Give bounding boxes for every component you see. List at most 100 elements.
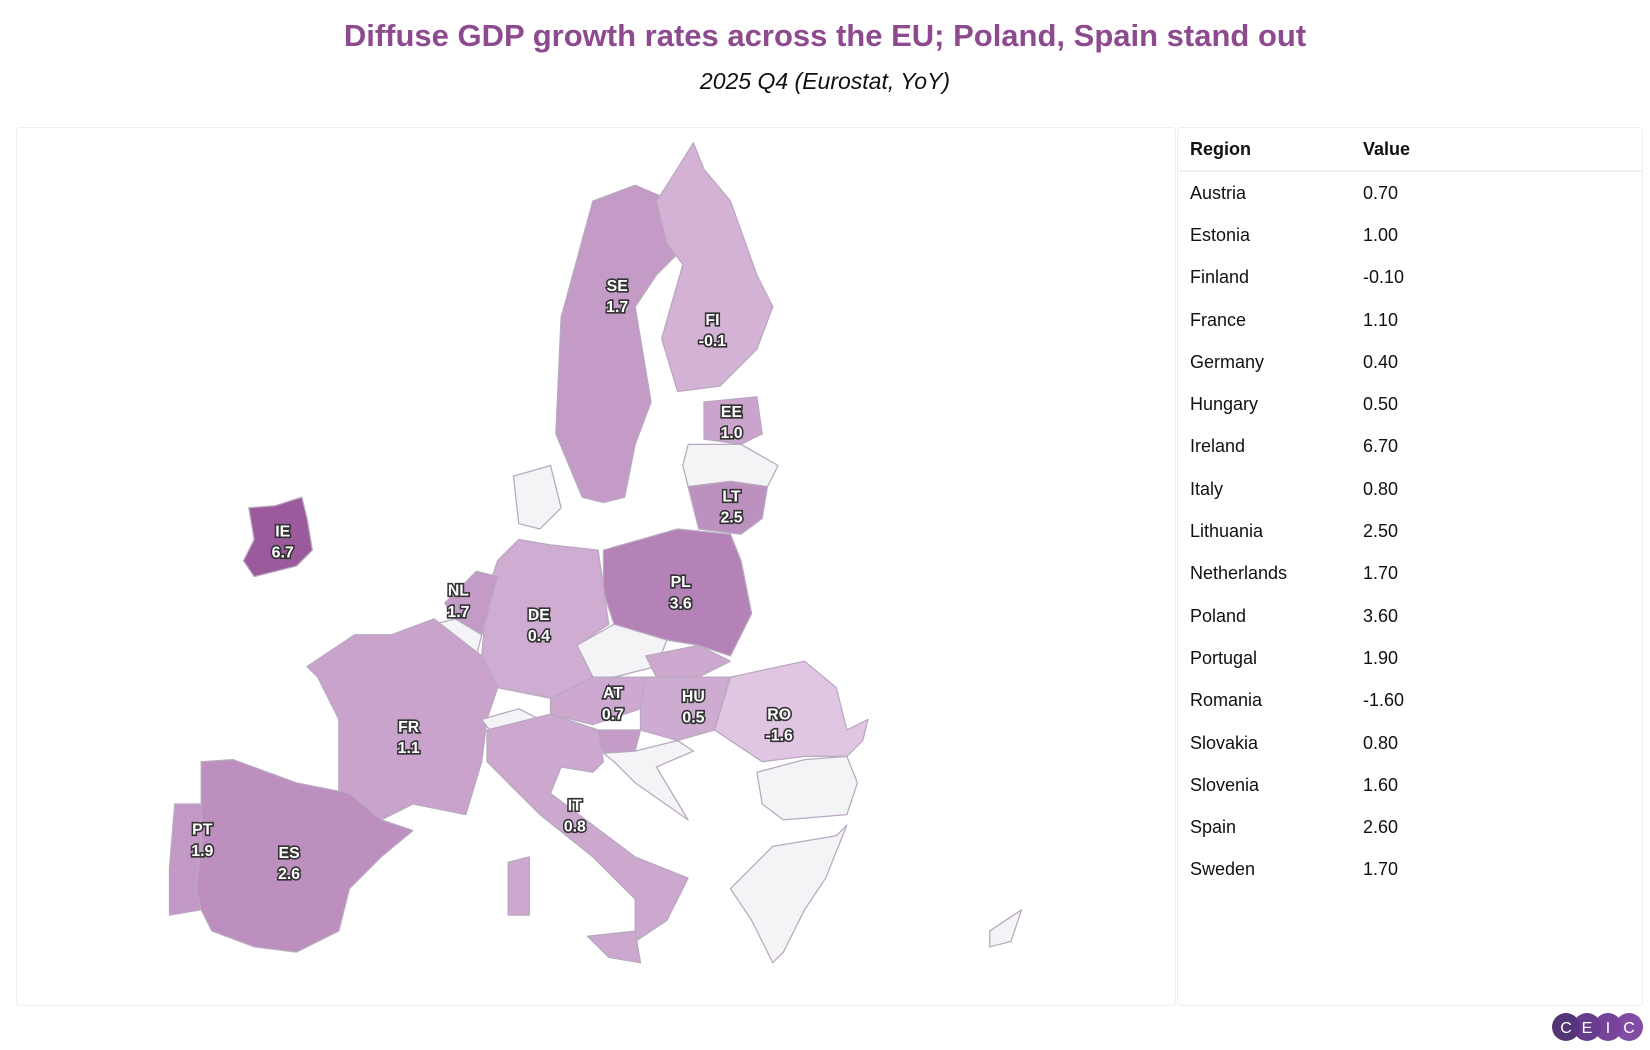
table-row: Netherlands 1.70 [1178, 553, 1642, 595]
country-nl[interactable] [444, 570, 499, 636]
table-row: Lithuania 2.50 [1178, 510, 1642, 552]
chart-title: Diffuse GDP growth rates across the EU; … [343, 18, 1307, 53]
map-label-it: IT 0.8 [564, 797, 586, 835]
logo-letter: C [1623, 1020, 1635, 1037]
country-pt[interactable] [168, 803, 202, 916]
logo-circle [1594, 1013, 1622, 1041]
chart-subtitle: 2025 Q4 (Eurostat, YoY) [699, 68, 951, 94]
map-label-pt: PT 1.9 [191, 822, 213, 860]
region-cell: Italy [1190, 478, 1224, 499]
country-it[interactable] [486, 713, 689, 943]
table-row: France 1.10 [1178, 299, 1642, 341]
value-cell: 1.10 [1363, 309, 1399, 330]
map-panel [16, 127, 1176, 1006]
map-label-de: DE 0.4 [528, 607, 550, 645]
value-cell: 0.40 [1363, 351, 1399, 372]
column-header-value: Value [1363, 138, 1411, 159]
country-pl[interactable] [602, 528, 753, 657]
country-bg[interactable] [756, 755, 859, 821]
country-si[interactable] [597, 729, 642, 754]
value-cell: 2.60 [1363, 817, 1399, 838]
table-row: Ireland 6.70 [1178, 426, 1642, 468]
table-row: Germany 0.40 [1178, 341, 1642, 383]
region-cell: Poland [1190, 605, 1247, 626]
value-cell: 0.80 [1363, 478, 1399, 499]
region-cell: Romania [1190, 690, 1263, 711]
region-cell: Sweden [1190, 859, 1256, 880]
region-cell: Estonia [1190, 224, 1251, 245]
table-row: Austria 0.70 [1178, 172, 1642, 214]
table-row: Slovenia 1.60 [1178, 764, 1642, 806]
country-fi[interactable] [655, 142, 774, 393]
country-sk[interactable] [645, 644, 732, 678]
region-cell: Ireland [1190, 436, 1246, 457]
map-label-nl: NL 1.7 [447, 583, 469, 621]
table-row: Finland -0.10 [1178, 257, 1642, 299]
region-cell: Lithuania [1190, 521, 1264, 542]
table-row: Spain 2.60 [1178, 806, 1642, 848]
logo-circle [1615, 1013, 1643, 1041]
map-label-lt: LT 2.5 [720, 488, 742, 526]
logo-circle [1573, 1013, 1601, 1041]
logo-circle [1552, 1013, 1580, 1041]
map-label-fi: FI -0.1 [699, 312, 727, 350]
country-ee[interactable] [703, 396, 763, 445]
region-cell: Portugal [1190, 647, 1258, 668]
value-cell: -0.10 [1363, 267, 1405, 288]
country-cy[interactable] [989, 909, 1023, 948]
country-ro[interactable] [713, 660, 869, 763]
region-cell: Slovakia [1190, 732, 1259, 753]
region-cell: Netherlands [1190, 563, 1288, 584]
table-row: Hungary 0.50 [1178, 383, 1642, 425]
country-gr[interactable] [729, 824, 848, 964]
value-cell: 1.90 [1363, 647, 1399, 668]
table-row: Romania -1.60 [1178, 680, 1642, 722]
value-cell: -1.60 [1363, 690, 1405, 711]
column-header-region: Region [1190, 138, 1251, 159]
value-cell: 0.80 [1363, 732, 1399, 753]
table-row: Sweden 1.70 [1178, 849, 1642, 891]
map-label-se: SE 1.7 [606, 278, 628, 316]
region-cell: Spain [1190, 817, 1237, 838]
data-table: Region Value Austria 0.70 Estonia 1.00 Finla… [1177, 127, 1643, 1006]
region-cell: Slovenia [1190, 774, 1260, 795]
logo-letter: E [1582, 1020, 1593, 1037]
country-hu[interactable] [639, 676, 732, 742]
region-cell: Hungary [1190, 394, 1259, 415]
map-label-ro: RO -1.6 [765, 706, 793, 744]
logo-letter: I [1606, 1020, 1610, 1037]
country-fr[interactable] [306, 618, 499, 821]
map-label-pl: PL 3.6 [670, 574, 692, 612]
region-cell: Germany [1190, 351, 1265, 372]
country-lv[interactable] [682, 443, 779, 488]
table-header: Region Value [1178, 128, 1642, 172]
value-cell: 3.60 [1363, 605, 1399, 626]
country-it[interactable] [507, 856, 530, 916]
map-label-ie: IE 6.7 [272, 523, 294, 561]
country-se[interactable] [555, 184, 679, 504]
eu-map: SE 1.7 FI -0.1 EE 1.0 LT 2.5 IE 6.7 NL 1.7 PL 3.6 DE 0.… [168, 142, 1023, 964]
value-cell: 1.70 [1363, 859, 1399, 880]
country-dk[interactable] [512, 464, 562, 530]
map-label-fr: FR 1.1 [398, 719, 420, 757]
table-row: Estonia 1.00 [1178, 214, 1642, 256]
map-label-ee: EE 1.0 [720, 404, 742, 442]
country-it[interactable] [586, 930, 642, 964]
value-cell: 1.70 [1363, 563, 1399, 584]
country-ie[interactable] [242, 496, 314, 578]
country-lt[interactable] [687, 480, 769, 535]
region-cell: France [1190, 309, 1247, 330]
value-cell: 0.50 [1363, 394, 1399, 415]
region-cell: Finland [1190, 267, 1250, 288]
value-cell: 1.00 [1363, 224, 1399, 245]
value-cell: 0.70 [1363, 182, 1399, 203]
map-label-hu: HU 0.5 [682, 688, 705, 726]
value-cell: 2.50 [1363, 521, 1399, 542]
table-row: Slovakia 0.80 [1178, 722, 1642, 764]
logo-letter: C [1560, 1020, 1572, 1037]
table-row: Italy 0.80 [1178, 468, 1642, 510]
table-row: Poland 3.60 [1178, 595, 1642, 637]
value-cell: 1.60 [1363, 774, 1399, 795]
country-hr[interactable] [602, 739, 695, 821]
